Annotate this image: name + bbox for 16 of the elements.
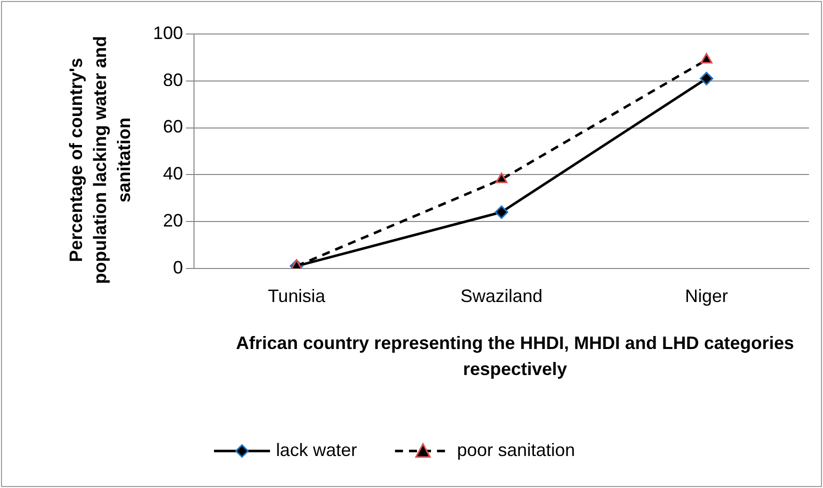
point xyxy=(700,53,712,64)
legend-label: lack water xyxy=(276,440,357,460)
y-axis-title: Percentage of country's population lacking water and sanitation xyxy=(66,34,134,286)
x-axis-title: African country representing the HHDI, MHDI and LHD categories respectively xyxy=(234,332,796,381)
y-tick-label: 20 xyxy=(163,210,184,230)
y-tick-label: 40 xyxy=(163,164,184,184)
legend-label: poor sanitation xyxy=(456,440,576,460)
point xyxy=(496,172,508,184)
point xyxy=(700,72,714,86)
x-tick-label: Niger xyxy=(685,286,728,306)
x-tick-label: Tunisia xyxy=(268,286,326,306)
y-tick-label: 0 xyxy=(173,257,184,278)
y-tick-label: 80 xyxy=(163,70,184,90)
y-tick-label: 60 xyxy=(163,116,184,137)
x-tick-label: Swaziland xyxy=(460,286,543,306)
y-tick-label: 100 xyxy=(152,22,184,43)
